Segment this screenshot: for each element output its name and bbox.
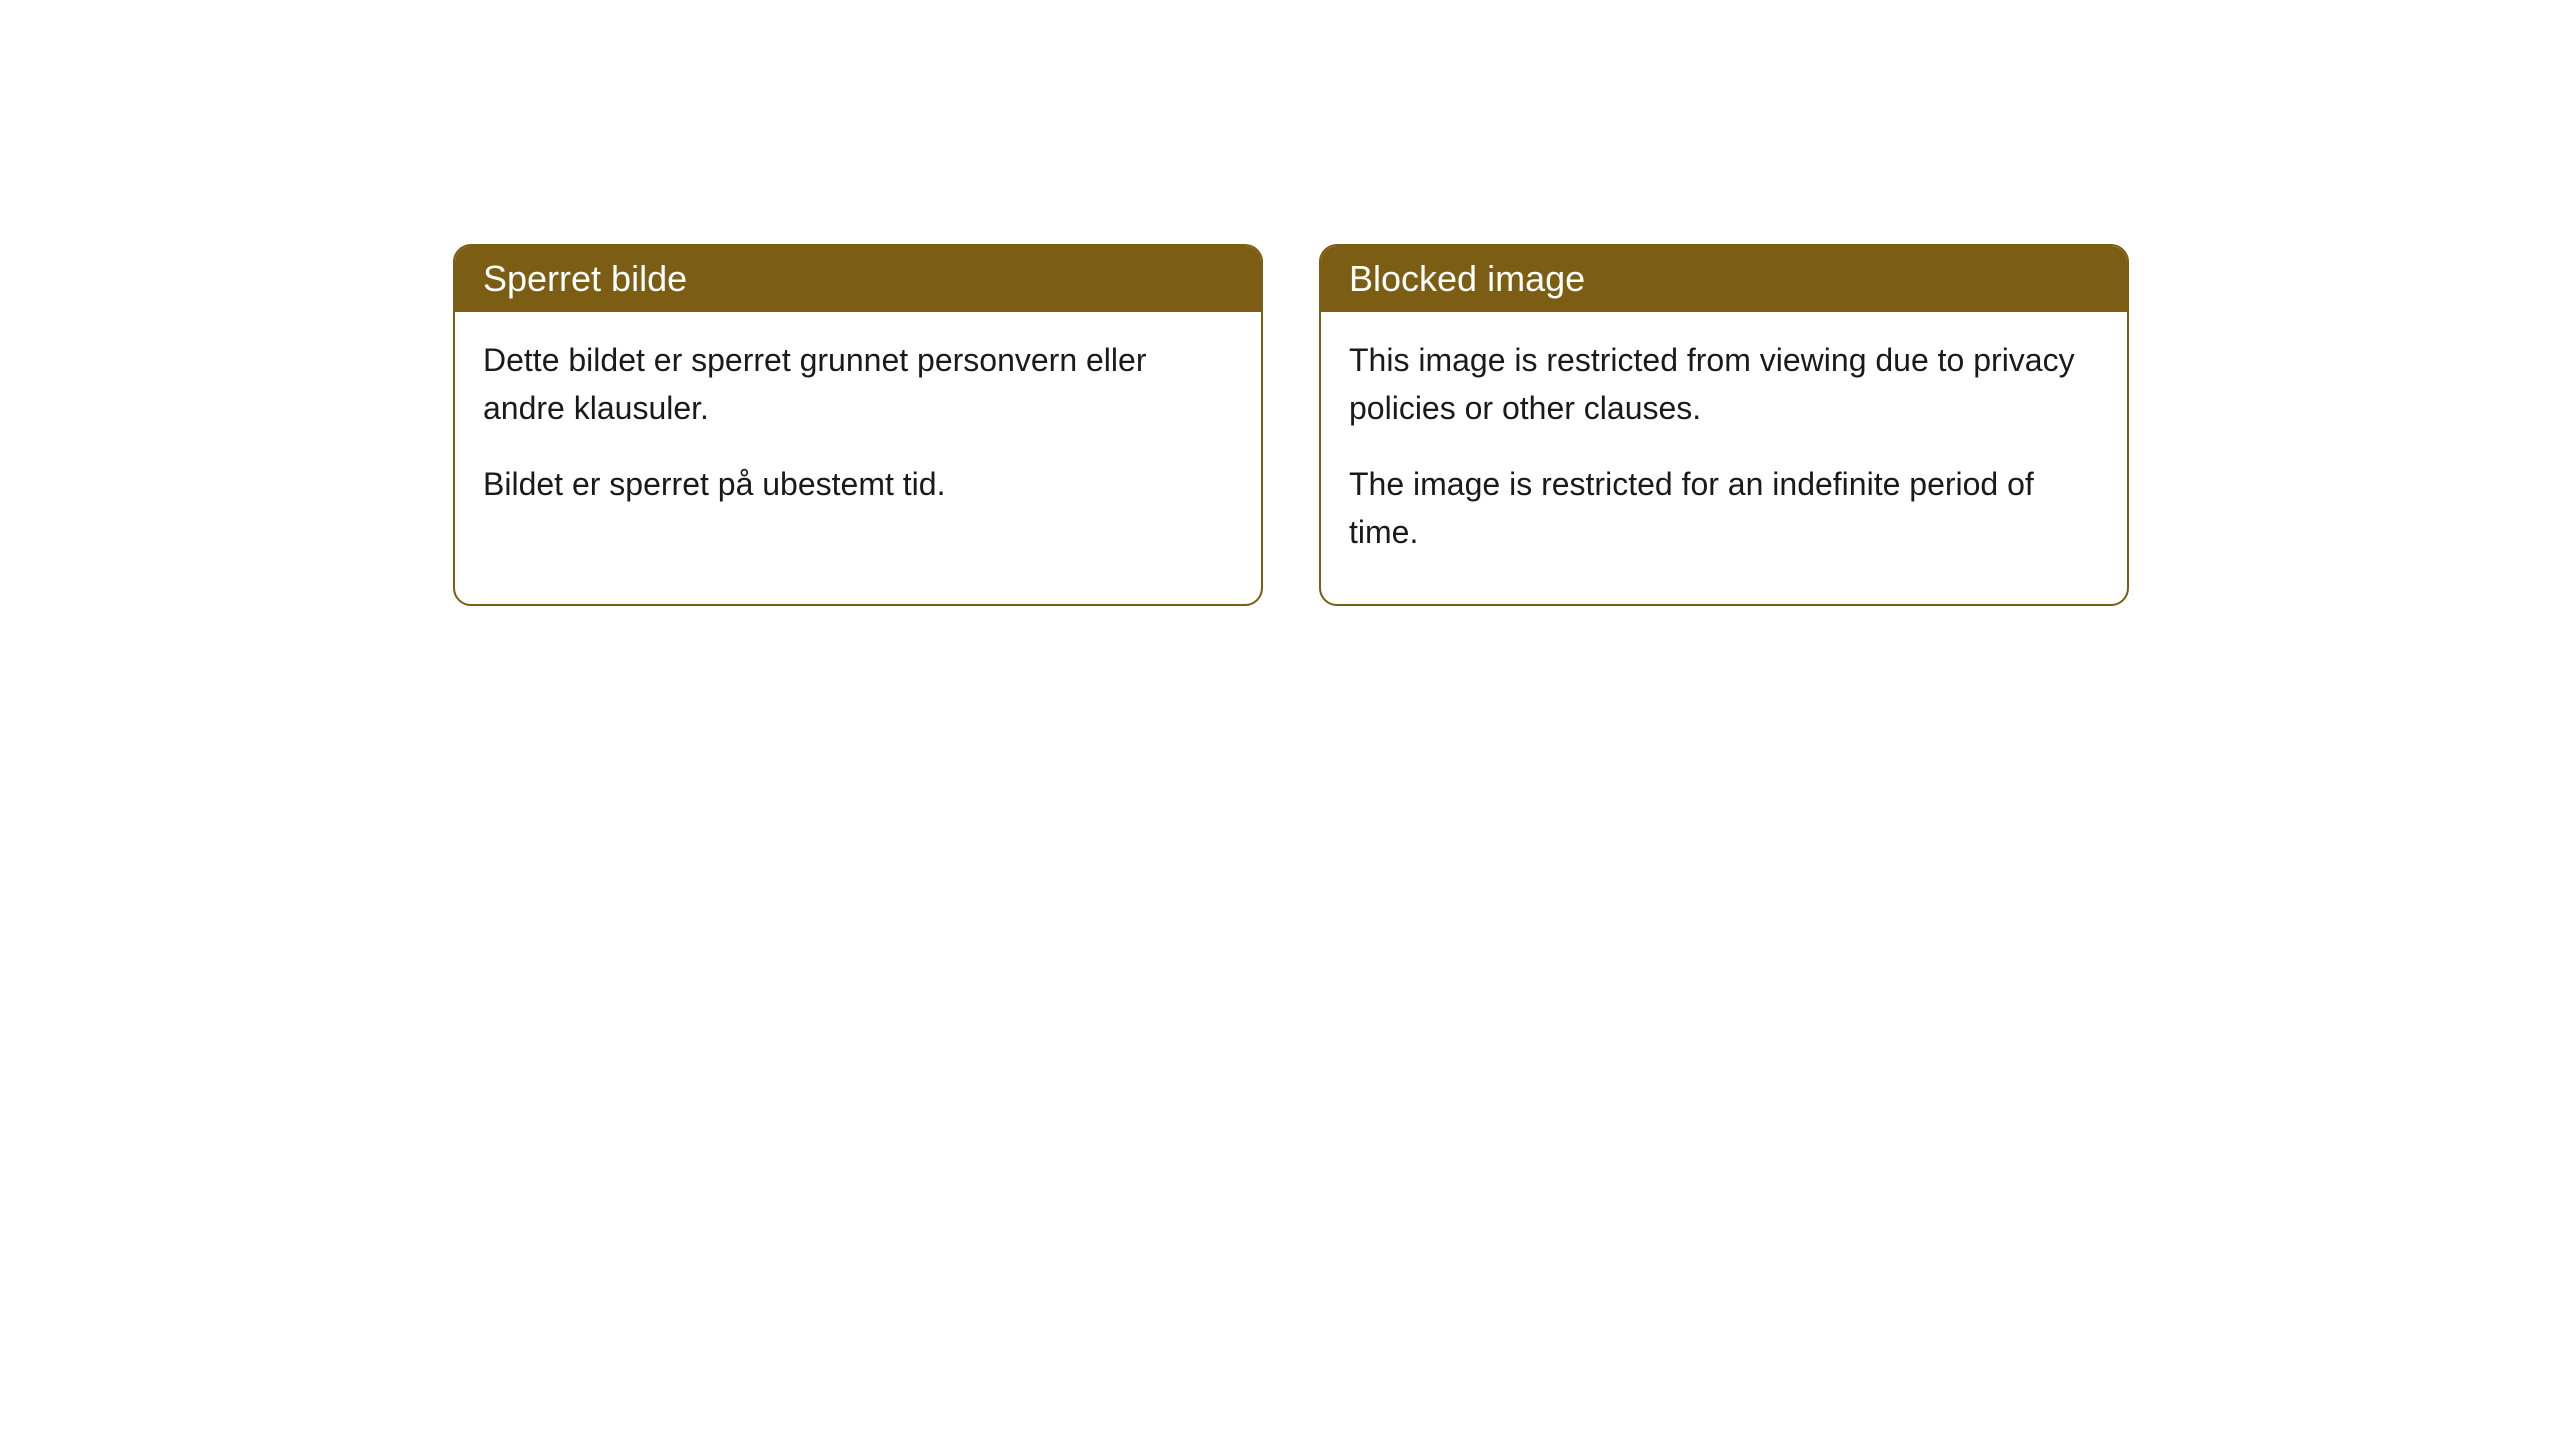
- card-paragraph: Bildet er sperret på ubestemt tid.: [483, 460, 1233, 508]
- card-paragraph: The image is restricted for an indefinit…: [1349, 460, 2099, 556]
- card-english: Blocked image This image is restricted f…: [1319, 244, 2129, 606]
- card-title: Sperret bilde: [483, 258, 687, 299]
- cards-container: Sperret bilde Dette bildet er sperret gr…: [453, 244, 2129, 606]
- card-title: Blocked image: [1349, 258, 1585, 299]
- card-norwegian: Sperret bilde Dette bildet er sperret gr…: [453, 244, 1263, 606]
- card-body-norwegian: Dette bildet er sperret grunnet personve…: [455, 312, 1261, 556]
- card-paragraph: This image is restricted from viewing du…: [1349, 336, 2099, 432]
- card-paragraph: Dette bildet er sperret grunnet personve…: [483, 336, 1233, 432]
- card-header-english: Blocked image: [1321, 246, 2127, 312]
- card-body-english: This image is restricted from viewing du…: [1321, 312, 2127, 604]
- card-header-norwegian: Sperret bilde: [455, 246, 1261, 312]
